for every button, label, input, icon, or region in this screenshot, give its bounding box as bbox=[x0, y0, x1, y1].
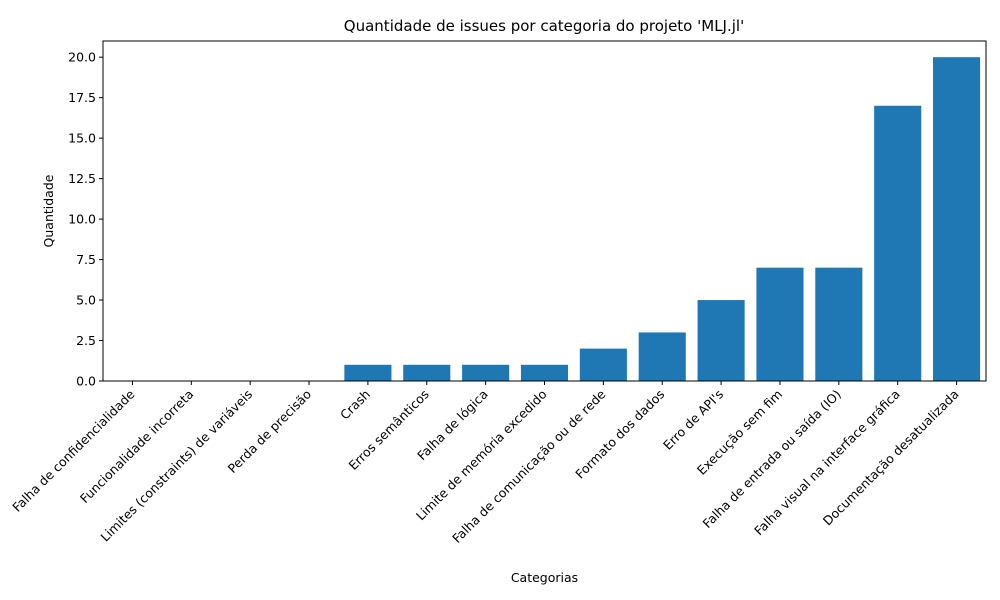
bar-8 bbox=[579, 348, 627, 381]
x-tick-label: Erro de API's bbox=[660, 387, 726, 453]
y-tick-label: 15.0 bbox=[68, 131, 96, 146]
bar-14 bbox=[933, 57, 981, 381]
bar-6 bbox=[462, 364, 510, 381]
bar-13 bbox=[874, 105, 922, 381]
bar-5 bbox=[403, 364, 451, 381]
bar-9 bbox=[638, 332, 686, 381]
bars-layer bbox=[344, 57, 981, 381]
bar-11 bbox=[756, 267, 804, 381]
x-tick-label: Funcionalidade incorreta bbox=[77, 387, 197, 507]
y-tick-label: 5.0 bbox=[76, 293, 96, 308]
x-tick-label: Crash bbox=[337, 387, 373, 423]
plot-frame bbox=[102, 40, 987, 382]
bar-7 bbox=[520, 364, 569, 381]
y-tick-label: 2.5 bbox=[76, 333, 96, 348]
bar-4 bbox=[344, 364, 392, 381]
y-tick-label: 7.5 bbox=[76, 252, 96, 267]
x-tick-label: Falha de confidencialidade bbox=[9, 386, 137, 514]
bar-12 bbox=[815, 267, 863, 381]
x-axis: Falha de confidencialidadeFuncionalidade… bbox=[9, 381, 962, 546]
y-tick-label: 17.5 bbox=[68, 90, 96, 105]
chart-title: Quantidade de issues por categoria do pr… bbox=[344, 17, 744, 35]
x-axis-title: Categorias bbox=[511, 570, 578, 585]
y-tick-label: 20.0 bbox=[68, 50, 96, 65]
bar-10 bbox=[697, 300, 745, 381]
y-tick-label: 0.0 bbox=[76, 374, 96, 389]
y-axis: 0.0 2.5 5.0 7.5 10.0 12.5 15.0 17.5 20.0 bbox=[68, 50, 103, 389]
y-tick-label: 10.0 bbox=[68, 212, 96, 227]
y-axis-title: Quantidade bbox=[41, 174, 56, 247]
y-tick-label: 12.5 bbox=[68, 171, 96, 186]
